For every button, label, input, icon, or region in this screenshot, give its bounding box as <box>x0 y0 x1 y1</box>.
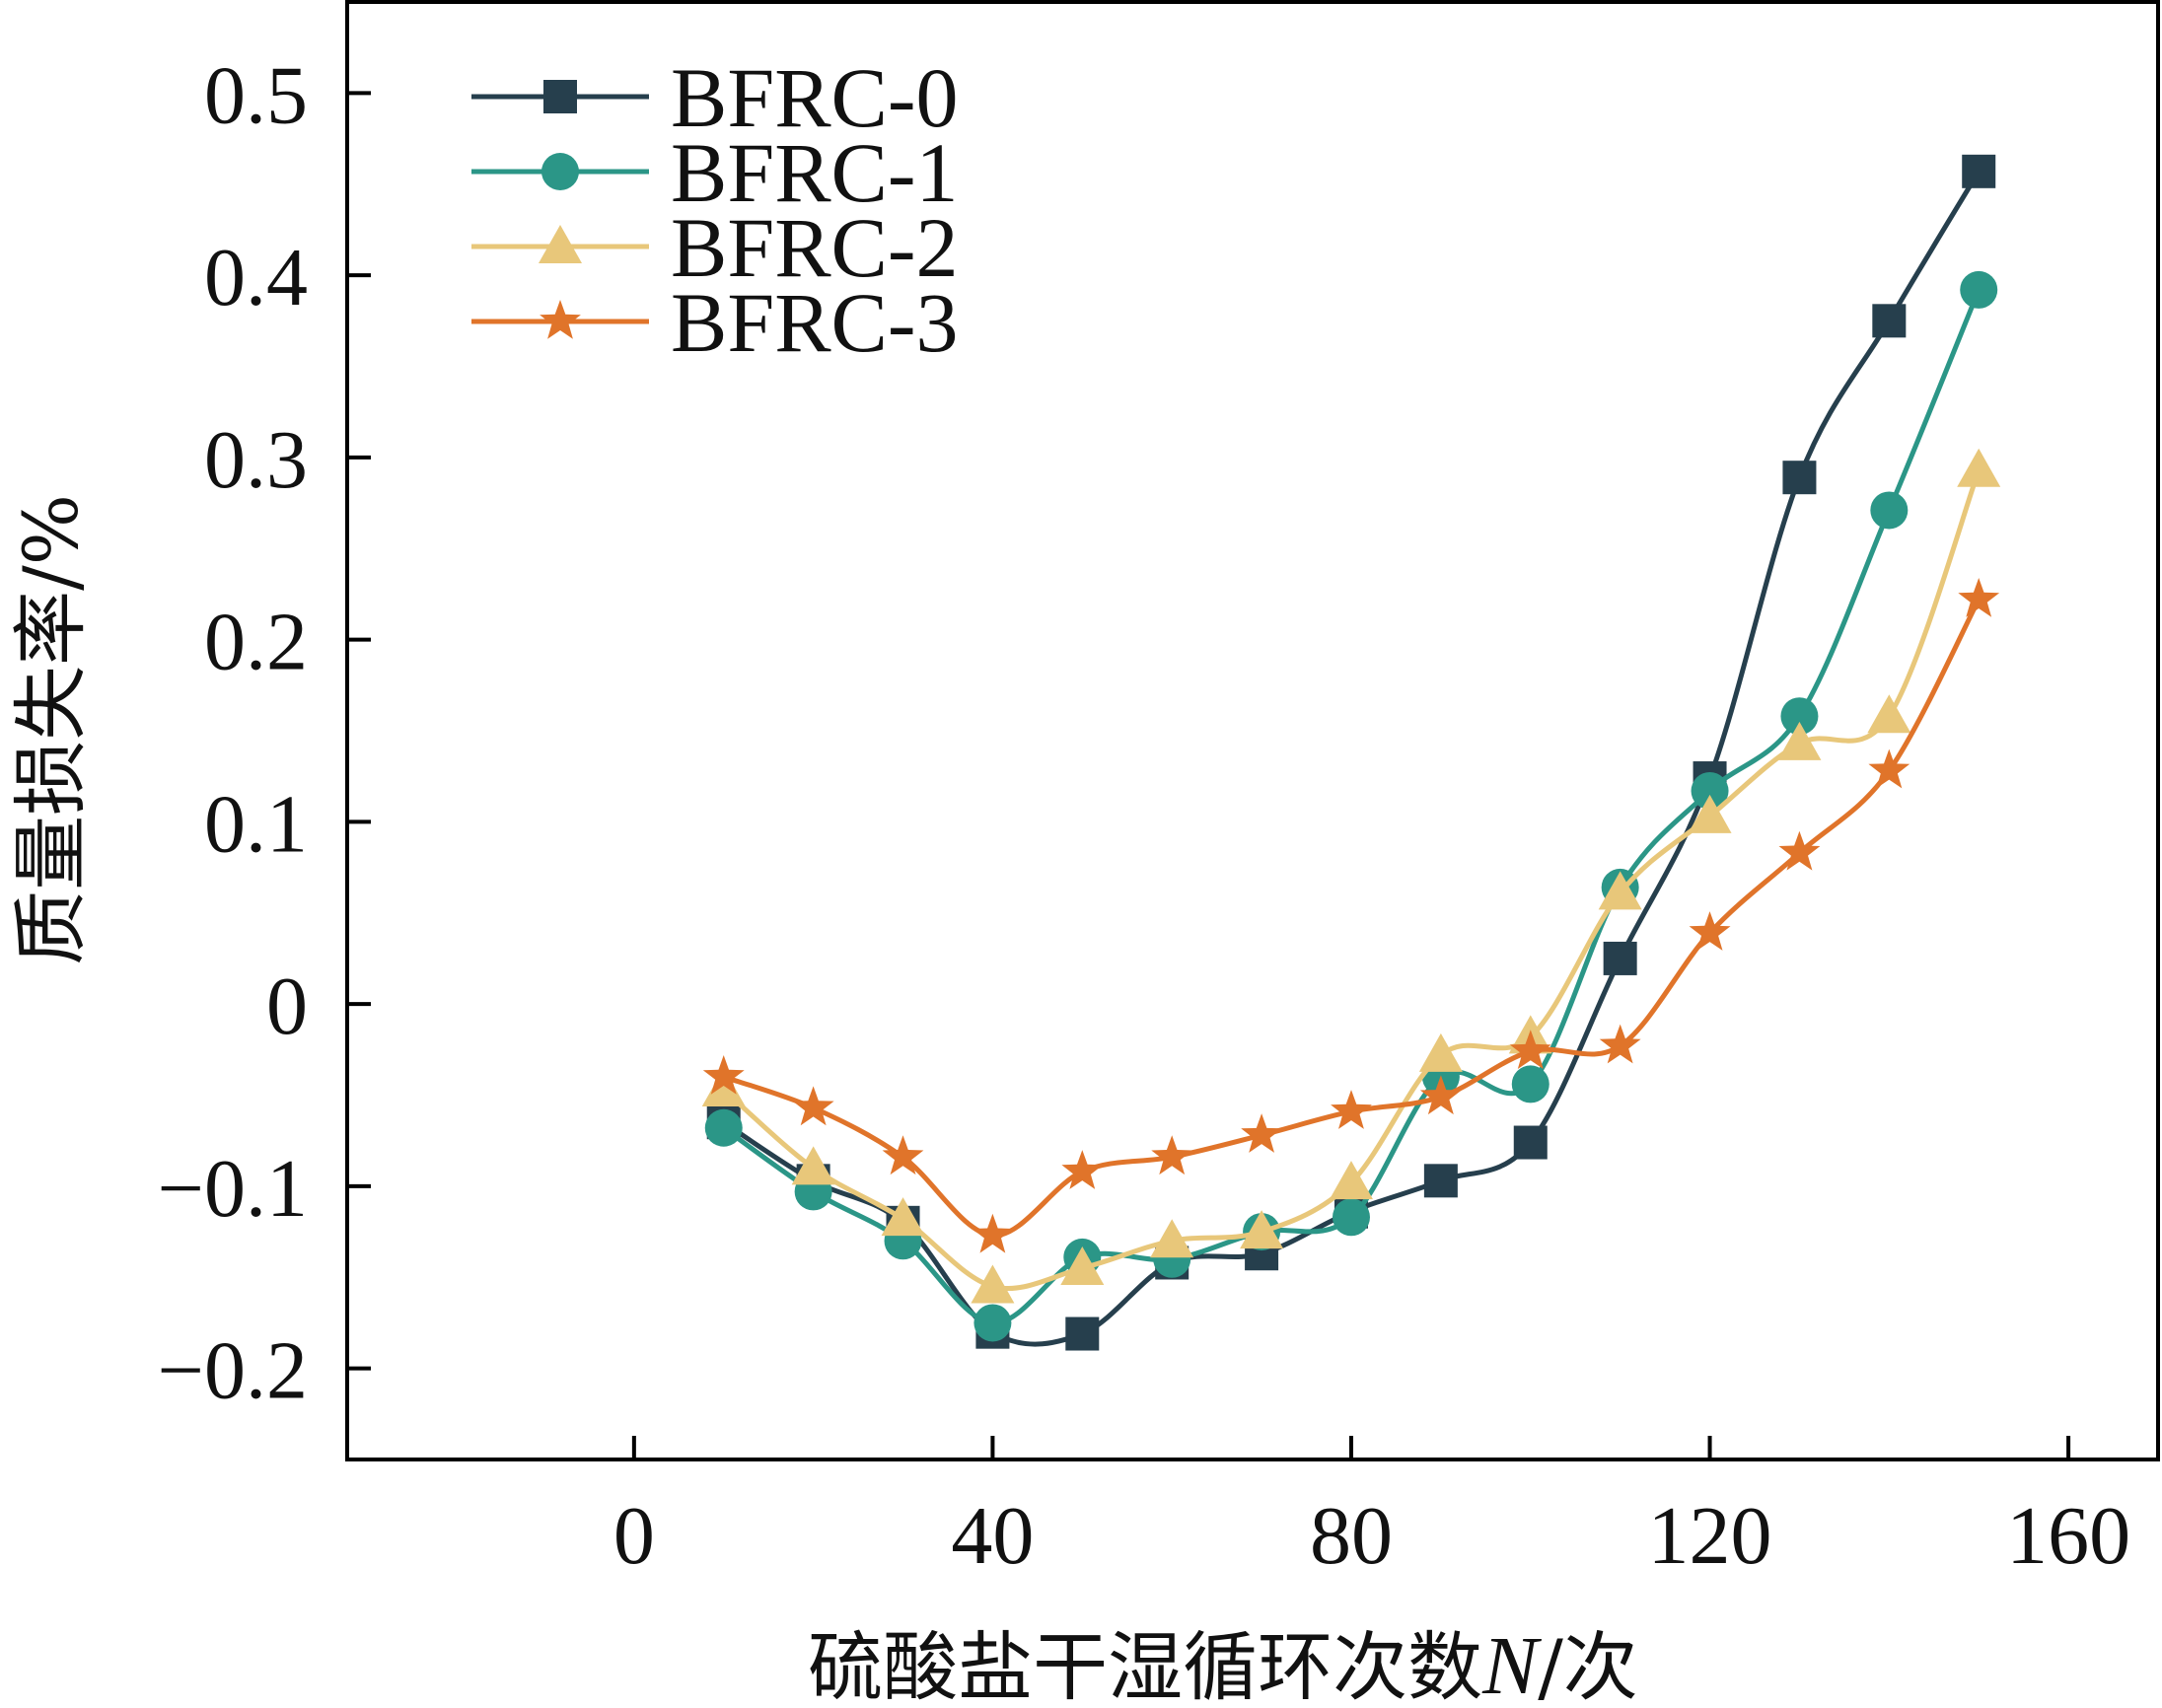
data-point <box>1151 1135 1193 1175</box>
data-point <box>1777 721 1822 760</box>
legend-label: BFRC-3 <box>671 275 959 370</box>
legend-marker <box>539 225 582 263</box>
x-axis-title: 硫酸盐干湿循环次数N/次 <box>808 1620 1638 1708</box>
data-point <box>1603 941 1637 975</box>
series-layer <box>701 154 2001 1351</box>
y-axis-ticks: −0.2 −0.1 0 0.1 0.2 0.3 0.4 0.5 <box>158 49 371 1417</box>
plot-frame <box>345 0 2160 1461</box>
data-point <box>1868 748 1910 789</box>
data-point <box>1418 1032 1463 1072</box>
y-tick-label: −0.2 <box>158 1325 308 1417</box>
data-point <box>1867 694 1911 734</box>
data-point <box>1511 1065 1549 1103</box>
data-point <box>1241 1113 1282 1153</box>
y-tick-label: 0 <box>266 961 308 1052</box>
data-point <box>1778 830 1821 871</box>
legend-label: BFRC-2 <box>671 200 959 295</box>
data-point <box>1332 1198 1370 1237</box>
data-point <box>1513 1125 1548 1160</box>
data-point <box>1598 871 1642 910</box>
data-point <box>792 1086 834 1126</box>
y-tick-label: −0.1 <box>158 1143 308 1235</box>
y-tick-label: 0.4 <box>204 232 308 323</box>
data-point <box>702 1055 745 1095</box>
data-point <box>701 1067 746 1106</box>
data-point <box>1689 911 1731 951</box>
data-point <box>1691 771 1729 810</box>
data-point <box>1240 1210 1284 1249</box>
data-point <box>1958 578 2000 617</box>
data-point <box>1599 1024 1641 1064</box>
data-point <box>1150 1219 1194 1258</box>
data-point <box>1331 1090 1372 1129</box>
data-point <box>1962 154 1996 188</box>
data-point <box>1329 1161 1373 1200</box>
data-point <box>1688 794 1732 833</box>
y-axis-title: 质量损失率/% <box>7 494 95 965</box>
data-point <box>1423 1164 1458 1198</box>
data-point <box>881 1197 925 1237</box>
data-point <box>791 1146 835 1185</box>
x-axis-title-main: 硫酸盐干湿循环次数 <box>808 1623 1482 1708</box>
y-tick-label: 0.1 <box>204 778 308 870</box>
data-point <box>1960 270 1998 309</box>
legend-label: BFRC-0 <box>671 50 959 145</box>
y-tick-label: 0.5 <box>204 49 308 141</box>
legend-label: BFRC-1 <box>671 125 959 220</box>
data-point <box>1065 1317 1100 1351</box>
x-axis-ticks: 0 40 80 120 160 <box>613 1436 2130 1582</box>
data-point <box>1870 491 1909 530</box>
data-point <box>1419 1075 1462 1115</box>
data-point <box>1872 304 1907 338</box>
data-point <box>971 1264 1015 1304</box>
legend-marker <box>540 300 581 339</box>
y-tick-label: 0.2 <box>204 597 308 688</box>
x-tick-label: 120 <box>1648 1490 1772 1582</box>
y-tick-label: 0.3 <box>204 414 308 506</box>
x-tick-label: 80 <box>1310 1490 1393 1582</box>
legend-marker <box>541 153 579 190</box>
data-point <box>1509 1030 1551 1069</box>
data-point <box>972 1213 1014 1253</box>
x-tick-label: 0 <box>613 1490 655 1582</box>
data-point <box>1061 1150 1104 1189</box>
data-point <box>1782 461 1817 495</box>
x-tick-label: 40 <box>951 1490 1034 1582</box>
x-tick-label: 160 <box>2006 1490 2130 1582</box>
x-axis-title-unit: /次 <box>1538 1623 1638 1708</box>
data-point <box>1060 1246 1105 1286</box>
data-point <box>973 1304 1012 1342</box>
legend-marker <box>543 80 577 113</box>
x-axis-title-variable: N <box>1481 1620 1542 1708</box>
data-point <box>882 1135 924 1175</box>
data-point <box>1780 697 1819 736</box>
data-point <box>704 1108 743 1147</box>
series-bfrc-3 <box>702 578 2000 1253</box>
data-point <box>1957 448 2001 487</box>
